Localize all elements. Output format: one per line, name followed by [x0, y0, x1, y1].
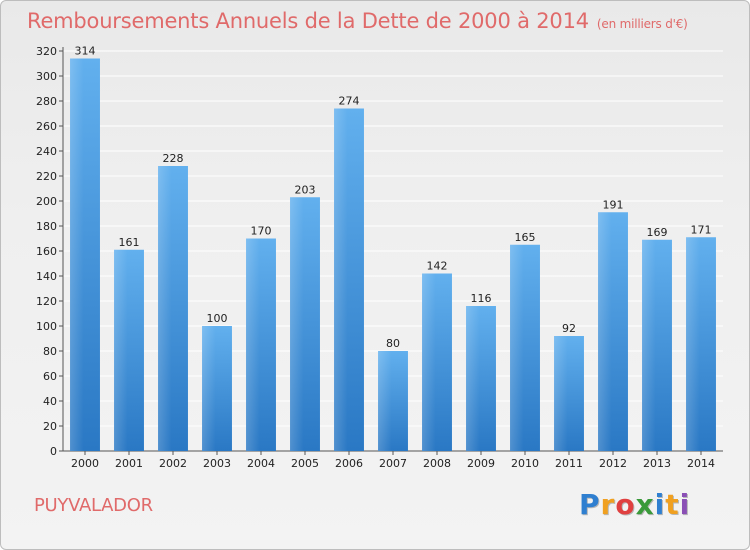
logo-letter: r — [600, 488, 616, 521]
y-tick-label: 60 — [43, 370, 57, 383]
bar-value-label: 169 — [647, 226, 668, 239]
bar-highlight — [642, 239, 656, 451]
x-tick-label: 2009 — [467, 457, 495, 470]
logo-letter: t — [665, 488, 680, 521]
y-tick-label: 220 — [36, 170, 57, 183]
bar-highlight — [202, 326, 216, 451]
x-tick-label: 2002 — [159, 457, 187, 470]
x-tick-label: 2014 — [687, 457, 715, 470]
x-tick-label: 2001 — [115, 457, 143, 470]
x-tick-label: 2003 — [203, 457, 231, 470]
commune-name: PUYVALADOR — [34, 495, 153, 516]
y-tick-label: 260 — [36, 120, 57, 133]
logo-letter: i — [679, 488, 691, 521]
bar-highlight — [554, 336, 568, 451]
bar-value-label: 80 — [386, 337, 400, 350]
y-tick-label: 20 — [43, 420, 57, 433]
bar-highlight — [598, 212, 612, 451]
bar-highlight — [290, 197, 304, 451]
bar-value-label: 170 — [251, 225, 272, 238]
x-tick-label: 2005 — [291, 457, 319, 470]
y-tick-label: 300 — [36, 70, 57, 83]
logo-letter: o — [615, 488, 636, 521]
x-tick-label: 2004 — [247, 457, 275, 470]
bar-highlight — [70, 58, 84, 451]
bar-value-label: 171 — [691, 223, 712, 236]
bar-highlight — [334, 108, 348, 451]
bar-value-label: 274 — [339, 95, 360, 108]
y-tick-label: 200 — [36, 195, 57, 208]
y-tick-label: 100 — [36, 320, 57, 333]
y-tick-label: 40 — [43, 395, 57, 408]
logo-letter: P — [579, 488, 601, 521]
chart-unit: (en milliers d'€) — [596, 17, 688, 31]
y-tick-label: 180 — [36, 220, 57, 233]
bar-value-label: 142 — [427, 260, 448, 273]
x-tick-label: 2012 — [599, 457, 627, 470]
bar-highlight — [246, 238, 260, 451]
bar-highlight — [158, 166, 172, 451]
y-tick-label: 120 — [36, 295, 57, 308]
bar-highlight — [378, 351, 392, 451]
y-tick-label: 80 — [43, 345, 57, 358]
y-tick-label: 320 — [36, 45, 57, 58]
y-tick-label: 280 — [36, 95, 57, 108]
chart-title-text: Remboursements Annuels de la Dette de 20… — [27, 9, 589, 33]
proxiti-logo: Proxiti — [579, 488, 690, 521]
logo-letter: i — [654, 488, 666, 521]
x-tick-label: 2000 — [71, 457, 99, 470]
x-tick-label: 2008 — [423, 457, 451, 470]
x-tick-label: 2010 — [511, 457, 539, 470]
bar-highlight — [686, 237, 700, 451]
bar-value-label: 116 — [471, 292, 492, 305]
bar-value-label: 228 — [163, 152, 184, 165]
bar-highlight — [114, 249, 128, 451]
y-tick-label: 160 — [36, 245, 57, 258]
bar-highlight — [466, 306, 480, 451]
bar-value-label: 161 — [119, 236, 140, 249]
y-tick-label: 140 — [36, 270, 57, 283]
bar-value-label: 165 — [515, 231, 536, 244]
bar-value-label: 191 — [603, 198, 624, 211]
logo-letter: x — [635, 488, 655, 521]
bar-highlight — [510, 244, 524, 451]
chart-title: Remboursements Annuels de la Dette de 20… — [27, 9, 688, 33]
bar-value-label: 314 — [75, 45, 96, 58]
y-tick-label: 240 — [36, 145, 57, 158]
bar-value-label: 92 — [562, 322, 576, 335]
bar-highlight — [422, 273, 436, 451]
bar-value-label: 100 — [207, 312, 228, 325]
x-tick-label: 2006 — [335, 457, 363, 470]
y-tick-label: 0 — [50, 445, 57, 458]
bar-value-label: 203 — [295, 183, 316, 196]
x-tick-label: 2013 — [643, 457, 671, 470]
x-tick-label: 2007 — [379, 457, 407, 470]
x-tick-label: 2011 — [555, 457, 583, 470]
